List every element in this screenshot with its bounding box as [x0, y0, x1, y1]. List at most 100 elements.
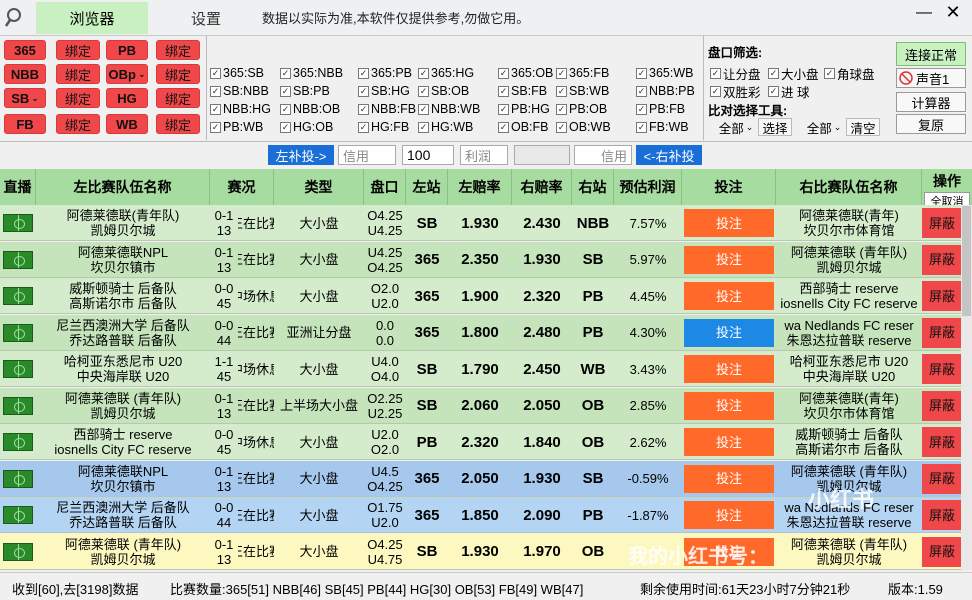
pair-checkbox[interactable]: ✓ NBB:PB: [636, 84, 695, 98]
site-button-nbb[interactable]: NBB: [4, 64, 46, 84]
pair-checkbox[interactable]: ✓ NBB:HG: [210, 102, 271, 116]
right-supplement-button[interactable]: <-右补投: [636, 145, 702, 165]
calculator-button[interactable]: 计算器: [896, 92, 966, 112]
site-button-hg[interactable]: HG: [106, 88, 148, 108]
bet-button[interactable]: 投注: [684, 501, 774, 529]
bind-button-wb[interactable]: 绑定: [156, 114, 200, 134]
table-row[interactable]: 阿德莱德联NPL坎贝尔镇市0-113正在比赛大小盘U4.25O4.253652.…: [0, 241, 972, 278]
checkbox-overunder[interactable]: ✓ 大小盘: [768, 64, 819, 83]
pair-checkbox[interactable]: ✓ 365:FB: [556, 66, 609, 80]
live-pitch-icon[interactable]: [3, 323, 33, 342]
table-row[interactable]: 阿德莱德联NPL坎贝尔镇市0-113正在比赛大小盘U4.5O4.253652.0…: [0, 460, 972, 497]
bet-button[interactable]: 投注: [684, 209, 774, 237]
live-pitch-icon[interactable]: [3, 360, 33, 378]
table-row[interactable]: 阿德莱德联 (青年队)凯姆贝尔城0-113正在比赛上半场大小盘O2.25U2.2…: [0, 387, 972, 424]
bind-button-pb[interactable]: 绑定: [156, 40, 200, 60]
pair-checkbox[interactable]: ✓ OB:WB: [556, 120, 611, 134]
pair-checkbox[interactable]: ✓ 365:HG: [418, 66, 474, 80]
site-button-obp[interactable]: OBp ⌄: [106, 64, 148, 84]
bind-button-fb[interactable]: 绑定: [56, 114, 100, 134]
left-credit-input[interactable]: 信用: [338, 145, 396, 165]
site-button-fb[interactable]: FB: [4, 114, 46, 134]
minimize-button[interactable]: —: [916, 4, 932, 21]
clear-button[interactable]: 清空: [846, 118, 880, 136]
hide-button[interactable]: 屏蔽: [922, 390, 962, 421]
table-row[interactable]: 西部骑士 reserve iosnells City FC reserve 0-0 4…: [0, 424, 972, 460]
close-button[interactable]: ✕: [945, 2, 961, 22]
hide-button[interactable]: 屏蔽: [922, 208, 962, 238]
bind-button-obp[interactable]: 绑定: [156, 64, 200, 84]
hide-button[interactable]: 屏蔽: [922, 244, 962, 275]
hide-button[interactable]: 屏蔽: [922, 354, 962, 384]
hide-button[interactable]: 屏蔽: [922, 427, 962, 457]
live-pitch-icon[interactable]: [3, 214, 33, 232]
pair-checkbox[interactable]: ✓ SB:FB: [498, 84, 547, 98]
pair-checkbox[interactable]: ✓ HG:FB: [358, 120, 409, 134]
pair-checkbox[interactable]: ✓ SB:HG: [358, 84, 410, 98]
all-button-2[interactable]: 全部 ⌄: [806, 118, 842, 136]
site-button-wb[interactable]: WB: [106, 114, 148, 134]
pair-checkbox[interactable]: ✓ PB:OB: [556, 102, 607, 116]
live-pitch-icon[interactable]: [3, 250, 33, 269]
bet-button[interactable]: 投注: [684, 391, 774, 420]
live-pitch-icon[interactable]: [3, 287, 33, 305]
bind-button-sb[interactable]: 绑定: [56, 88, 100, 108]
search-icon[interactable]: [4, 6, 28, 30]
table-row[interactable]: 阿德莱德联(青年队)凯姆贝尔城0-113正在比赛大小盘O4.25U4.25SB1…: [0, 205, 972, 241]
live-pitch-icon[interactable]: [3, 469, 33, 488]
pair-checkbox[interactable]: ✓ HG:WB: [418, 120, 473, 134]
bet-button[interactable]: 投注: [684, 428, 774, 456]
pair-checkbox[interactable]: ✓ SB:OB: [418, 84, 469, 98]
pair-checkbox[interactable]: ✓ 365:NBB: [280, 66, 343, 80]
site-button-pb[interactable]: PB: [106, 40, 148, 60]
hide-button[interactable]: 屏蔽: [922, 317, 962, 348]
pair-checkbox[interactable]: ✓ SB:NBB: [210, 84, 269, 98]
site-button-sb[interactable]: SB ⌄: [4, 88, 46, 108]
checkbox-double[interactable]: ✓ 双胜彩: [710, 82, 761, 101]
sound-select[interactable]: 声音1: [896, 68, 966, 88]
bet-button[interactable]: 投注: [684, 245, 774, 274]
vertical-scrollbar[interactable]: [961, 205, 972, 570]
select-button[interactable]: 选择: [758, 118, 792, 136]
tab-settings[interactable]: 设置: [190, 10, 221, 28]
bet-button[interactable]: 投注: [684, 537, 774, 566]
pair-checkbox[interactable]: ✓ HG:OB: [280, 120, 333, 134]
live-pitch-icon[interactable]: [3, 506, 33, 524]
restore-button[interactable]: 复原: [896, 114, 966, 134]
bet-button[interactable]: 投注: [684, 282, 774, 310]
left-supplement-button[interactable]: 左补投->: [268, 145, 334, 165]
site-button-365[interactable]: 365: [4, 40, 46, 60]
hide-button[interactable]: 屏蔽: [922, 463, 962, 494]
live-pitch-icon[interactable]: [3, 433, 33, 451]
pair-checkbox[interactable]: ✓ OB:FB: [498, 120, 549, 134]
checkbox-corner[interactable]: ✓ 角球盘: [824, 64, 875, 83]
hide-button[interactable]: 屏蔽: [922, 281, 962, 311]
right-credit-input[interactable]: 信用: [574, 145, 632, 165]
pair-checkbox[interactable]: ✓ 365:SB: [210, 66, 264, 80]
pair-checkbox[interactable]: ✓ 365:PB: [358, 66, 412, 80]
pair-checkbox[interactable]: ✓ 365:WB: [636, 66, 693, 80]
bet-button[interactable]: 投注: [684, 318, 774, 347]
blank-input[interactable]: [514, 145, 570, 165]
bind-button-hg[interactable]: 绑定: [156, 88, 200, 108]
live-pitch-icon[interactable]: [3, 396, 33, 415]
pair-checkbox[interactable]: ✓ SB:WB: [556, 84, 609, 98]
bet-button[interactable]: 投注: [684, 355, 774, 383]
bind-button-365[interactable]: 绑定: [56, 40, 100, 60]
checkbox-goal[interactable]: ✓ 进 球: [768, 82, 809, 101]
pair-checkbox[interactable]: ✓ FB:WB: [636, 120, 689, 134]
pair-checkbox[interactable]: ✓ PB:FB: [636, 102, 685, 116]
hide-button[interactable]: 屏蔽: [922, 536, 962, 567]
amount-input[interactable]: 100: [402, 145, 454, 165]
scrollbar-thumb[interactable]: [962, 206, 971, 316]
tab-browser[interactable]: 浏览器: [36, 2, 148, 34]
pair-checkbox[interactable]: ✓ PB:WB: [210, 120, 263, 134]
pair-checkbox[interactable]: ✓ SB:PB: [280, 84, 330, 98]
checkbox-handicap[interactable]: ✓ 让分盘: [710, 64, 761, 83]
bet-button[interactable]: 投注: [684, 464, 774, 493]
pair-checkbox[interactable]: ✓ PB:HG: [498, 102, 550, 116]
